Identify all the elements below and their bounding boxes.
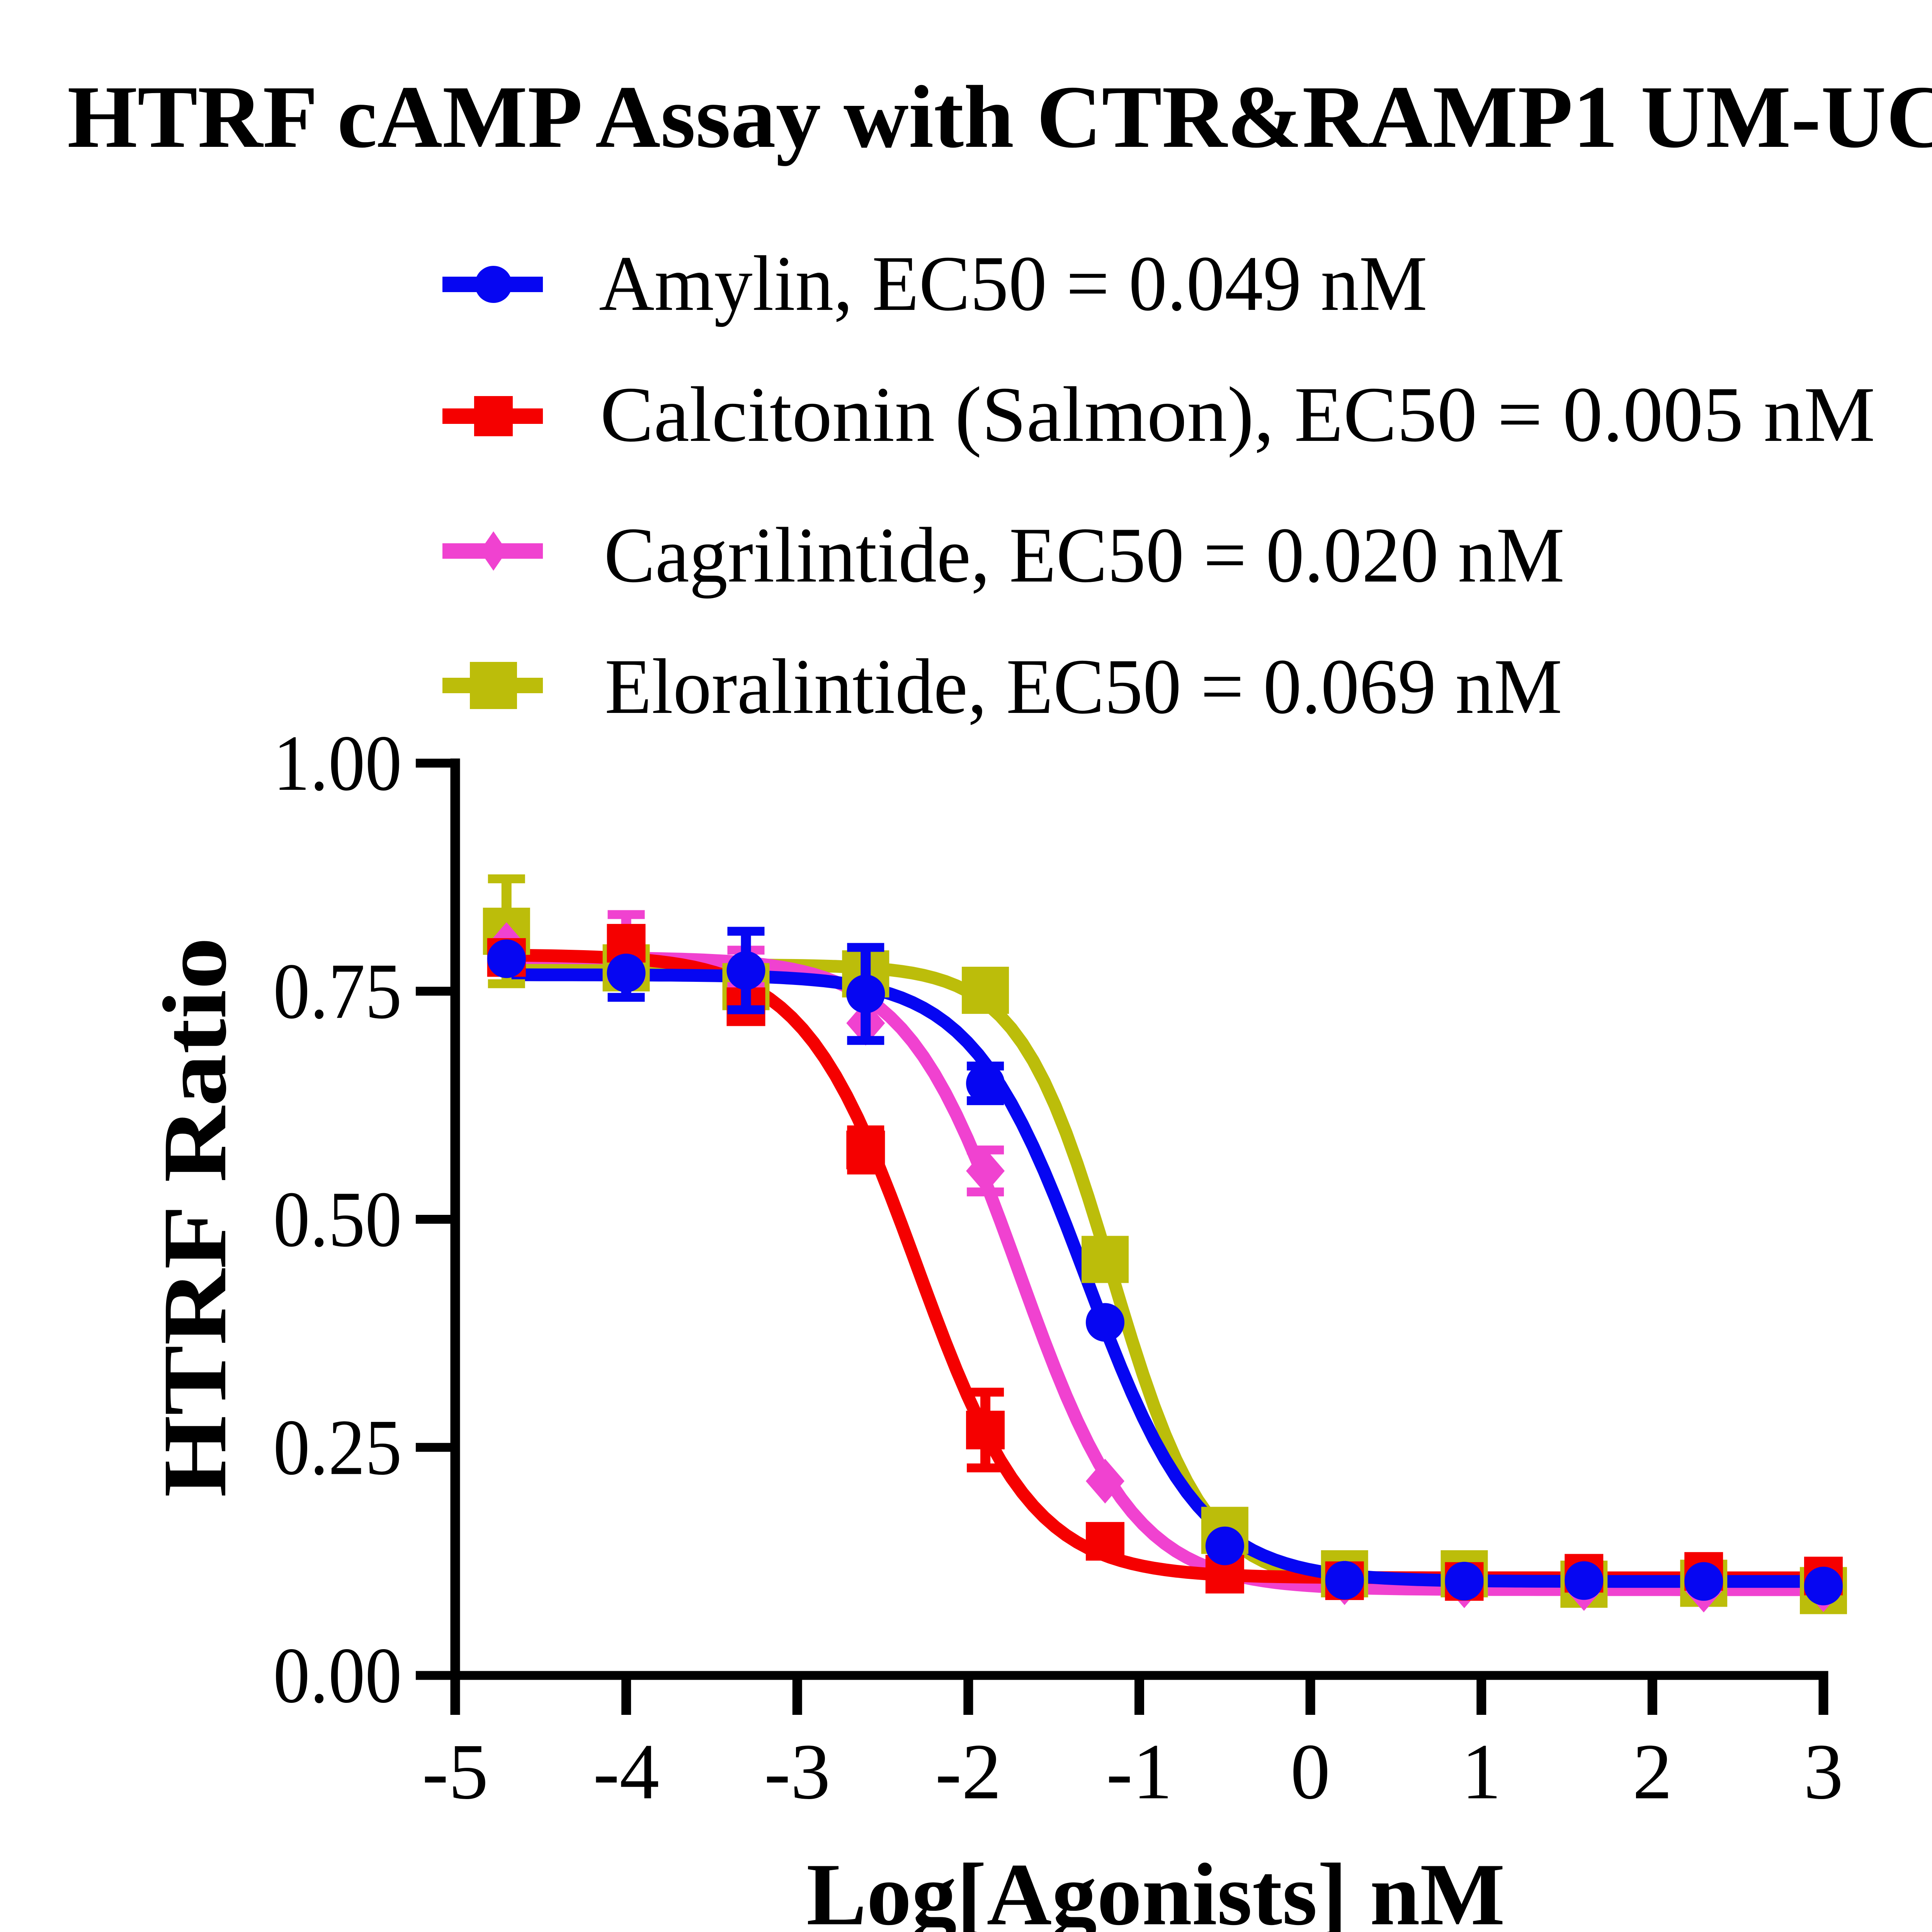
svg-text:-3: -3 (764, 1727, 830, 1816)
svg-text:0.50: 0.50 (273, 1175, 402, 1264)
svg-text:3: 3 (1804, 1727, 1844, 1816)
svg-text:Log[Agonists] nM: Log[Agonists] nM (806, 1845, 1505, 1932)
svg-text:1: 1 (1461, 1727, 1501, 1816)
svg-text:0.75: 0.75 (273, 947, 402, 1035)
svg-text:HTRF Ratio: HTRF Ratio (145, 937, 245, 1497)
svg-text:-4: -4 (593, 1727, 660, 1816)
svg-text:-5: -5 (422, 1727, 488, 1816)
svg-text:Amylin, EC50 = 0.049 nM: Amylin, EC50 = 0.049 nM (599, 240, 1427, 327)
svg-text:HTRF cAMP Assay with CTR&RAMP1: HTRF cAMP Assay with CTR&RAMP1 UM-UC-3 (… (67, 67, 1932, 166)
svg-text:0.25: 0.25 (273, 1403, 402, 1492)
svg-text:Cagrilintide, EC50 = 0.020 nM: Cagrilintide, EC50 = 0.020 nM (604, 512, 1565, 599)
svg-text:Eloralintide, EC50 = 0.069 nM: Eloralintide, EC50 = 0.069 nM (605, 643, 1562, 730)
svg-text:-1: -1 (1106, 1727, 1173, 1816)
svg-text:1.00: 1.00 (273, 719, 402, 807)
svg-text:0.00: 0.00 (273, 1631, 402, 1719)
svg-text:Calcitonin (Salmon), EC50 = 0.: Calcitonin (Salmon), EC50 = 0.005 nM (600, 371, 1875, 458)
svg-text:0: 0 (1291, 1727, 1330, 1816)
svg-text:2: 2 (1633, 1727, 1672, 1816)
svg-text:-2: -2 (935, 1727, 1002, 1816)
